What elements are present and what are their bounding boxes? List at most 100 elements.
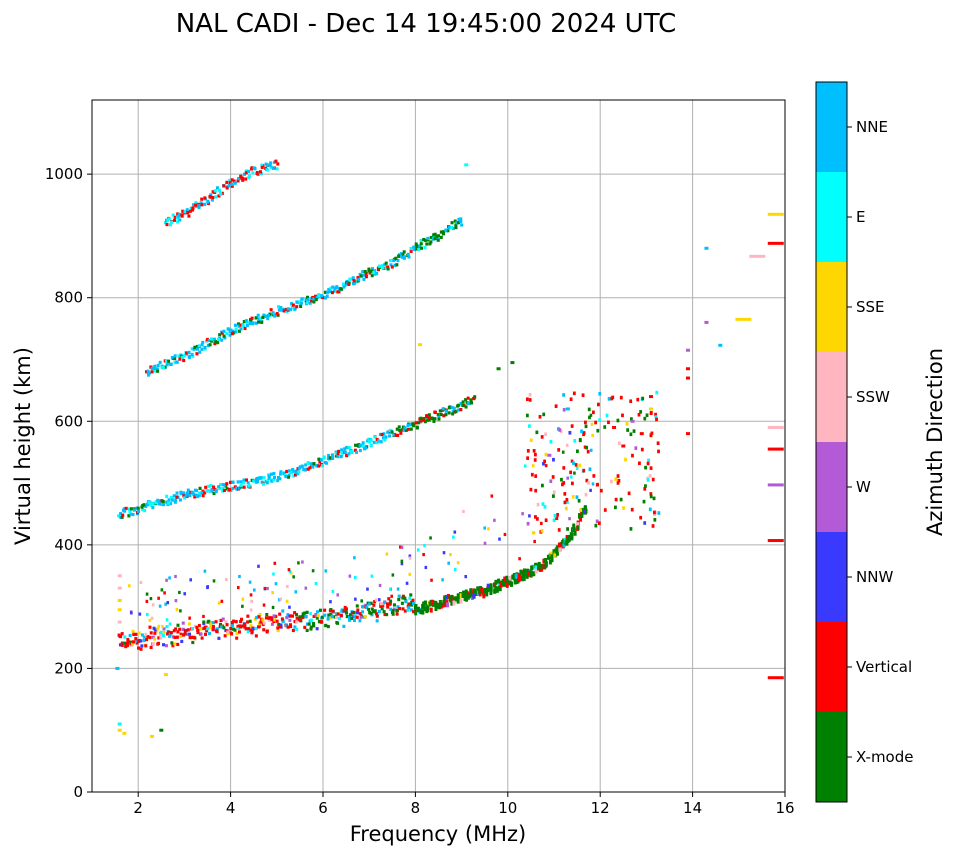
echo-point bbox=[249, 167, 253, 171]
echo-point bbox=[517, 576, 521, 582]
echo-point bbox=[226, 630, 230, 634]
echo-point bbox=[248, 321, 252, 326]
echo-point bbox=[526, 456, 530, 460]
echo-point bbox=[542, 412, 546, 417]
echo-point bbox=[131, 512, 135, 517]
echo-point bbox=[391, 573, 395, 577]
echo-point bbox=[481, 588, 485, 594]
echo-point bbox=[401, 253, 405, 257]
echo-point bbox=[426, 418, 430, 422]
echo-point bbox=[187, 214, 191, 218]
echo-point bbox=[455, 596, 459, 602]
echo-point bbox=[266, 316, 270, 321]
echo-point bbox=[260, 163, 264, 167]
echo-point bbox=[767, 425, 784, 429]
echo-point bbox=[495, 587, 499, 593]
echo-point bbox=[403, 609, 407, 613]
echo-point bbox=[319, 620, 323, 624]
echo-point bbox=[253, 166, 257, 170]
echo-point bbox=[592, 474, 596, 478]
echo-point bbox=[304, 614, 308, 619]
echo-point bbox=[197, 623, 201, 628]
echo-point bbox=[169, 502, 173, 506]
echo-point bbox=[444, 413, 448, 417]
echo-point bbox=[276, 478, 280, 483]
echo-point bbox=[173, 500, 177, 504]
echo-point bbox=[307, 622, 311, 626]
x-tick-label: 2 bbox=[133, 799, 143, 817]
echo-point bbox=[269, 616, 273, 620]
echo-point bbox=[309, 611, 312, 616]
echo-point bbox=[459, 217, 463, 221]
echo-point bbox=[609, 479, 613, 484]
echo-point bbox=[231, 486, 235, 491]
echo-point bbox=[392, 607, 396, 611]
echo-point bbox=[150, 367, 154, 371]
echo-point bbox=[624, 457, 627, 462]
echo-point bbox=[271, 166, 275, 170]
echo-point bbox=[166, 600, 170, 605]
echo-point bbox=[316, 614, 320, 618]
echo-point bbox=[237, 626, 241, 630]
echo-point bbox=[591, 433, 594, 438]
echo-point bbox=[563, 492, 567, 496]
echo-point bbox=[657, 511, 661, 515]
echo-point bbox=[246, 629, 250, 634]
echo-point bbox=[311, 465, 315, 469]
echo-point bbox=[358, 444, 362, 448]
echo-point bbox=[331, 589, 335, 594]
echo-point bbox=[254, 316, 258, 320]
echo-point bbox=[199, 201, 203, 205]
echo-point bbox=[549, 479, 553, 484]
echo-point bbox=[640, 447, 644, 452]
echo-point bbox=[359, 615, 363, 619]
echo-point bbox=[265, 629, 269, 633]
echo-point bbox=[239, 483, 243, 488]
echo-point bbox=[535, 517, 539, 521]
echo-point bbox=[241, 324, 245, 328]
echo-point bbox=[368, 271, 372, 275]
echo-point bbox=[368, 440, 372, 444]
y-tick-label: 1000 bbox=[45, 165, 83, 183]
echo-point bbox=[191, 206, 195, 210]
echo-point bbox=[278, 598, 281, 602]
echo-point bbox=[145, 599, 149, 604]
echo-point bbox=[419, 242, 423, 246]
echo-point bbox=[140, 505, 144, 509]
echo-point bbox=[543, 505, 547, 509]
echo-point bbox=[583, 509, 586, 514]
echo-point bbox=[580, 429, 583, 434]
echo-point bbox=[124, 645, 128, 649]
echo-point bbox=[625, 422, 629, 426]
echo-point bbox=[437, 417, 441, 421]
echo-point bbox=[528, 392, 532, 397]
echo-point bbox=[234, 620, 238, 624]
echo-point bbox=[291, 628, 295, 633]
echo-point bbox=[327, 613, 331, 617]
echo-point bbox=[182, 354, 186, 358]
echo-point bbox=[215, 627, 219, 631]
echo-point bbox=[508, 575, 512, 581]
echo-point bbox=[273, 561, 277, 565]
echo-point bbox=[392, 258, 396, 263]
echo-point bbox=[461, 403, 465, 407]
echo-point bbox=[365, 605, 369, 610]
echo-point bbox=[172, 629, 176, 633]
echo-point bbox=[150, 616, 154, 620]
echo-point bbox=[639, 410, 643, 414]
echo-point bbox=[286, 613, 290, 617]
echo-point bbox=[497, 585, 501, 591]
echo-point bbox=[572, 461, 575, 465]
echo-point bbox=[315, 616, 319, 620]
echo-point bbox=[586, 449, 590, 454]
echo-point bbox=[553, 513, 557, 518]
echo-point bbox=[235, 636, 239, 640]
echo-point bbox=[641, 396, 645, 401]
echo-point bbox=[533, 539, 536, 544]
echo-point bbox=[377, 609, 381, 614]
echo-point bbox=[279, 470, 283, 474]
echo-point bbox=[233, 628, 237, 632]
echo-point bbox=[619, 395, 623, 400]
echo-point bbox=[614, 497, 618, 502]
echo-point bbox=[434, 602, 438, 608]
